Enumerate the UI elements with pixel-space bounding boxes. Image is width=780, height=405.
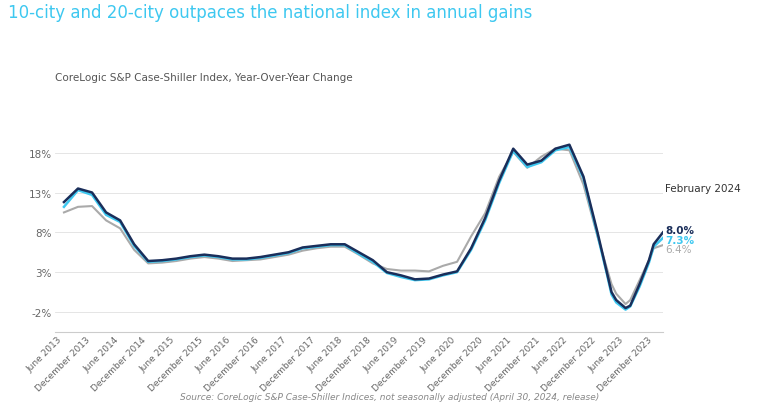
Text: Source: CoreLogic S&P Case-Shiller Indices, not seasonally adjusted (April 30, 2: Source: CoreLogic S&P Case-Shiller Indic… [180, 392, 600, 401]
Text: 8.0%: 8.0% [665, 226, 694, 235]
Text: 10-city and 20-city outpaces the national index in annual gains: 10-city and 20-city outpaces the nationa… [8, 4, 532, 22]
Text: 6.4%: 6.4% [665, 245, 692, 254]
Text: CoreLogic S&P Case-Shiller Index, Year-Over-Year Change: CoreLogic S&P Case-Shiller Index, Year-O… [55, 73, 353, 83]
Text: February 2024: February 2024 [665, 183, 741, 193]
Text: 7.3%: 7.3% [665, 235, 694, 245]
